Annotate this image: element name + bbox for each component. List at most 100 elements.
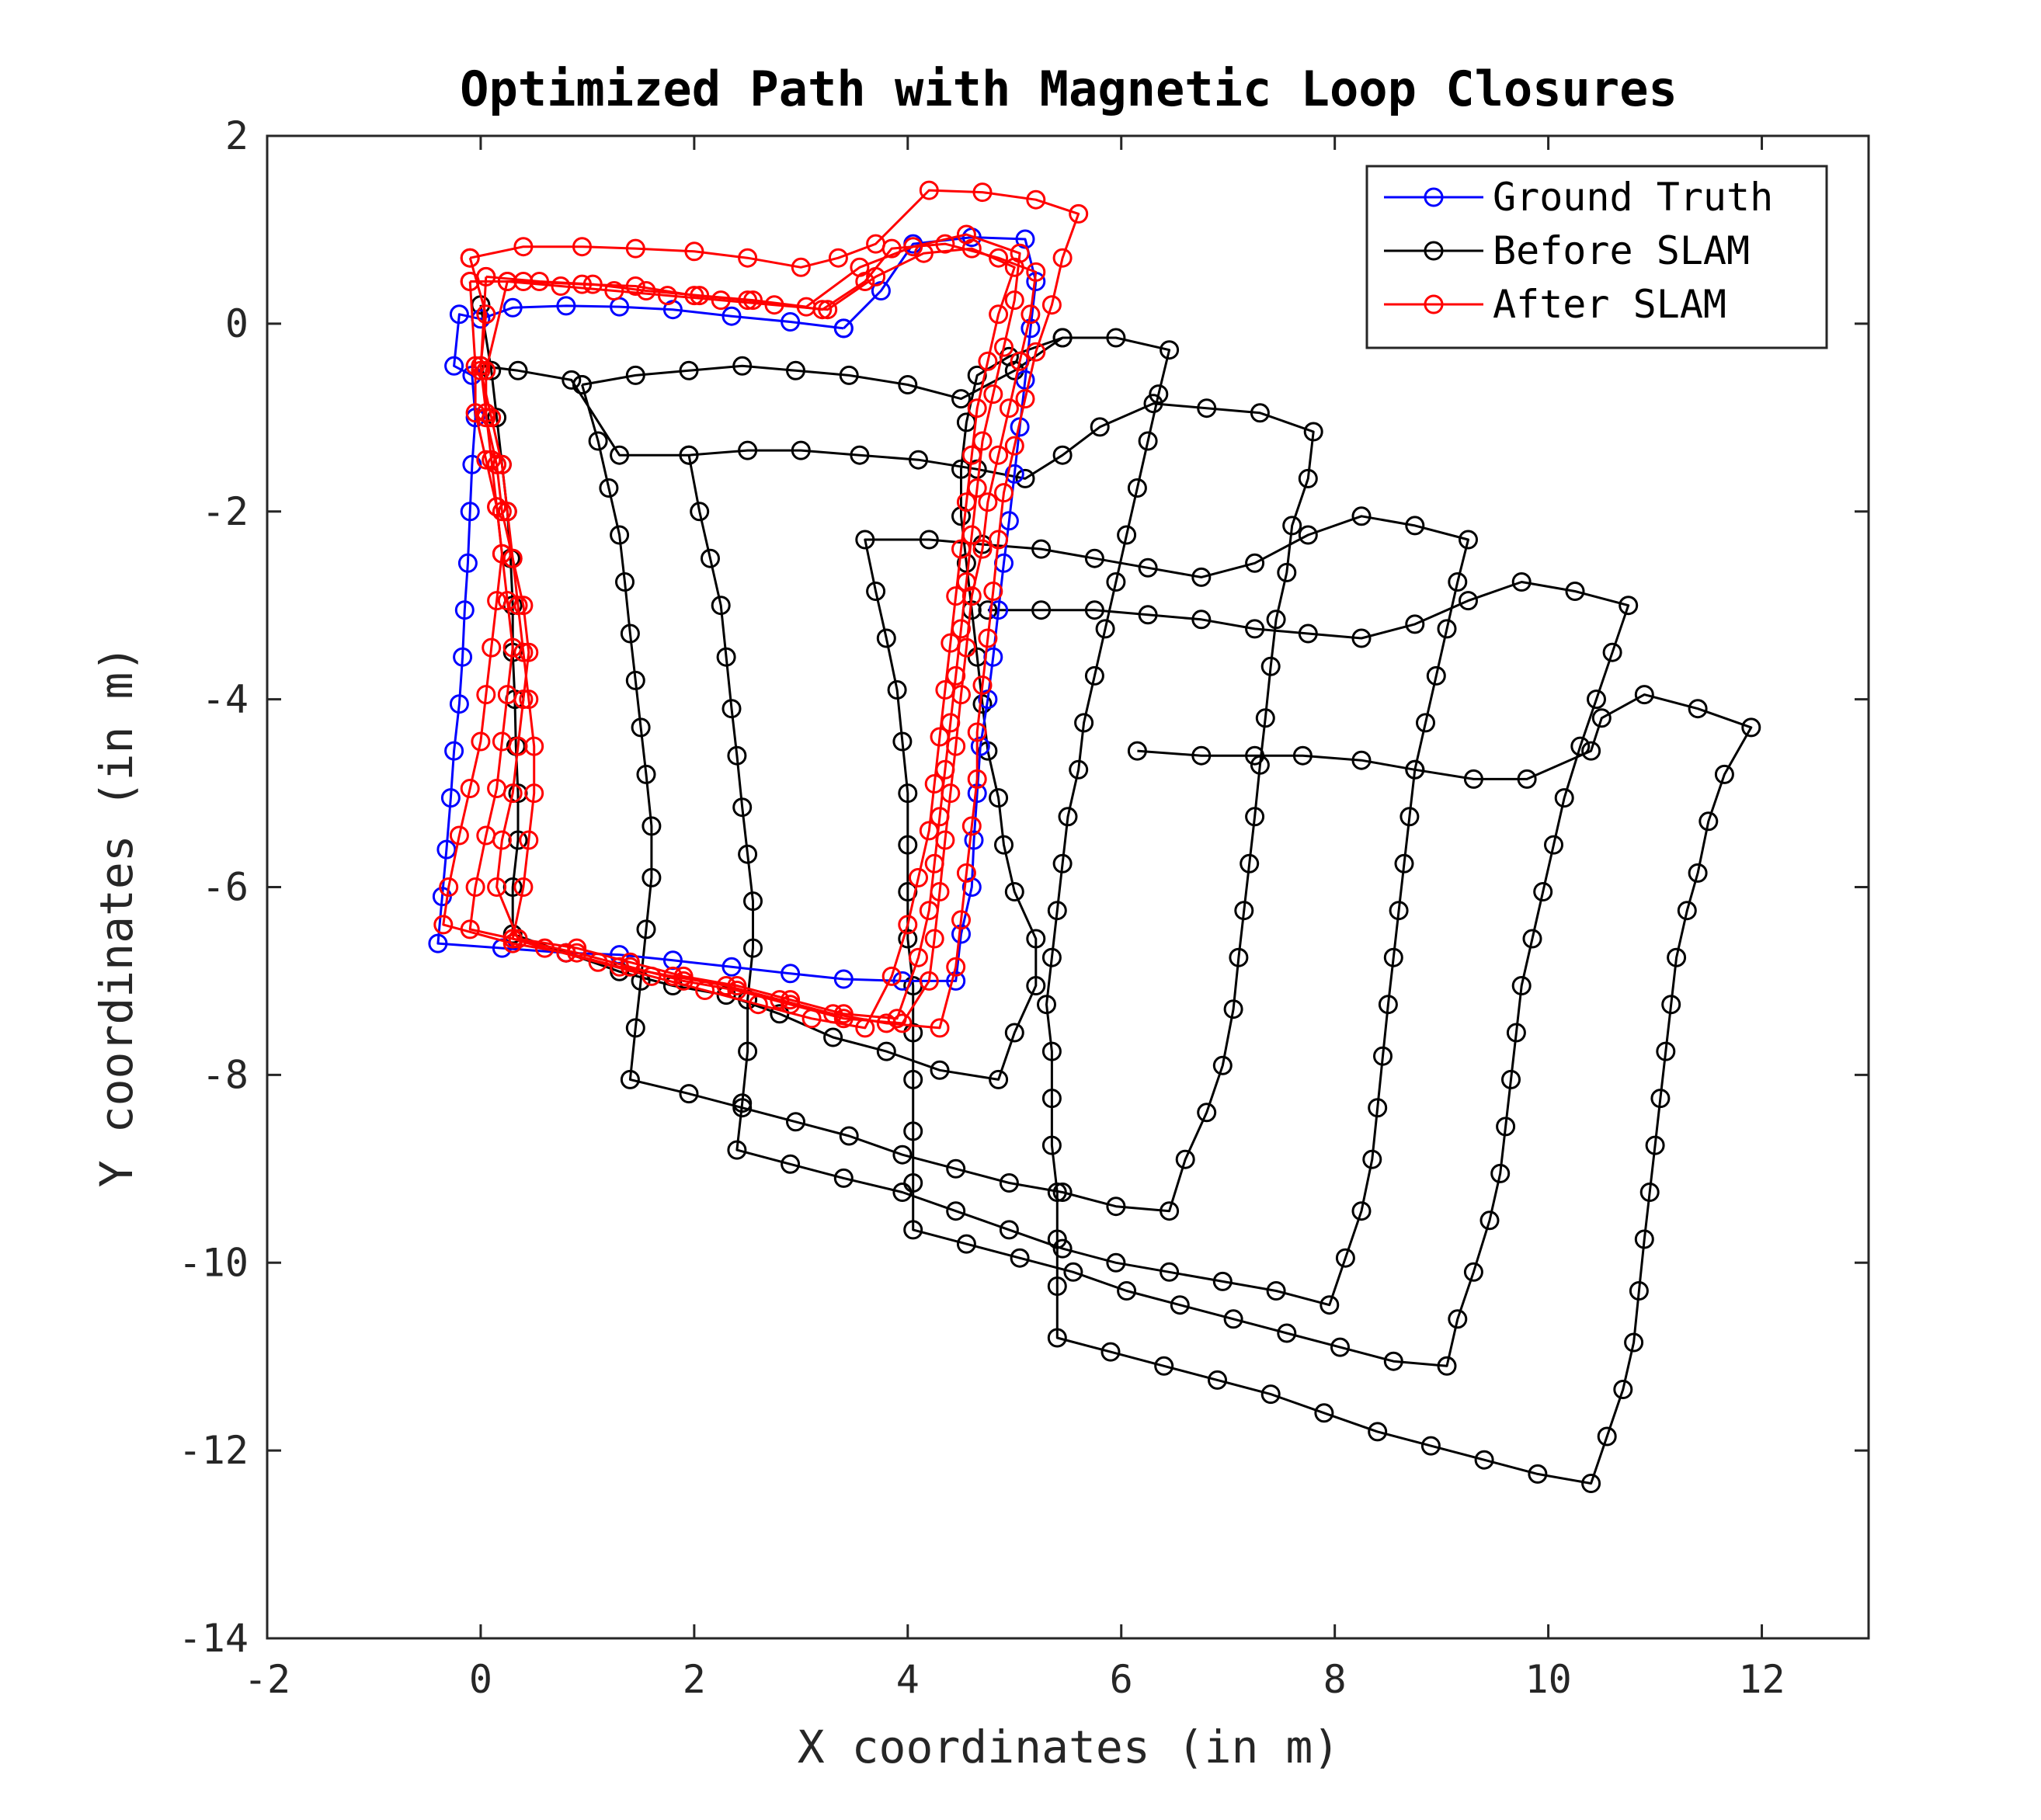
data-point [487,408,507,428]
data-point [530,272,549,291]
data-point [1175,1149,1195,1169]
data-point [1250,403,1270,423]
data-point [1197,1103,1217,1123]
data-point [460,248,480,268]
data-point [909,867,928,887]
data-point [1106,1197,1126,1217]
data-point [1026,342,1046,362]
data-point [919,971,939,991]
data-point [642,816,662,836]
data-point [961,816,982,836]
y-tick-label: -8 [202,1052,249,1097]
data-point [1020,304,1041,325]
data-point [1143,394,1163,414]
data-point [1255,708,1275,728]
data-point [1650,1089,1671,1109]
data-point [989,530,1009,550]
data-point [903,1069,923,1089]
data-point [428,933,448,953]
data-point [1335,1248,1355,1268]
data-point [924,929,944,949]
data-point [887,1009,907,1029]
data-point [1004,882,1024,901]
data-point [1106,1252,1126,1273]
data-point [1282,516,1302,536]
plot-background [267,136,1869,1638]
series-before-slam [572,328,1073,409]
data-point [679,1084,699,1104]
data-point [1437,1356,1457,1376]
data-point [989,304,1009,325]
data-point [743,891,763,912]
data-point [1234,901,1254,921]
data-point [567,943,587,963]
data-point [1544,835,1563,855]
data-point [935,680,955,700]
data-point [1212,1271,1233,1291]
data-point [1351,628,1372,648]
data-point [556,296,576,316]
data-point [881,966,902,986]
data-point [1565,582,1585,601]
data-point [1047,1328,1067,1348]
data-point [1479,1210,1500,1231]
data-point [781,964,801,984]
data-point [1063,1262,1083,1282]
data-point [460,779,480,798]
data-point [716,647,736,667]
data-point [898,375,918,394]
data-point [903,1121,923,1141]
data-point [513,596,534,616]
data-point [684,241,704,262]
legend-item: Ground Truth [1384,175,1773,220]
data-point [1581,1474,1601,1493]
data-point [1138,605,1158,625]
data-point [1160,1262,1180,1282]
data-point [967,722,987,742]
legend-label: Ground Truth [1493,175,1773,220]
data-point [887,680,907,700]
data-point [743,938,763,958]
legend-item: After SLAM [1384,282,1726,327]
data-point [462,454,482,474]
data-point [1240,853,1260,874]
plot-area: -2 0 2 4 6 8 10 12 2 0 -2 -4 -6 -8 -10 -12 -14 [179,113,1870,1702]
data-point [1459,530,1478,550]
data-point [839,365,859,385]
data-point [524,783,544,804]
data-point [1069,759,1089,780]
data-point [1095,619,1115,639]
data-point [978,351,998,371]
data-point [951,389,971,409]
data-point [919,821,939,841]
data-point [588,952,608,972]
data-point [1330,1337,1350,1357]
data-point [690,286,710,306]
series-line [442,189,1080,1030]
data-point [892,1013,913,1033]
legend: Ground Truth Before SLAM After SLAM [1365,165,1828,349]
data-point [1368,1422,1388,1442]
y-tick-label: -12 [179,1428,249,1473]
data-point [1533,882,1553,901]
data-point [1138,431,1158,451]
data-point [1010,351,1030,371]
data-point [983,582,1003,601]
legend-marker [1424,294,1444,314]
data-point [1383,1351,1403,1371]
y-tick-label: 0 [225,301,249,346]
data-point [1127,478,1147,498]
data-point [764,295,784,315]
data-point [476,304,496,325]
series-line [485,247,1016,1030]
data-point [1223,1309,1243,1329]
data-point [1394,853,1414,874]
data-point [1405,516,1425,536]
data-point [833,1009,854,1029]
data-point [946,971,966,991]
data-point [476,408,496,428]
data-point [1245,745,1265,766]
data-point [876,1041,896,1061]
series-line [687,454,1630,1367]
